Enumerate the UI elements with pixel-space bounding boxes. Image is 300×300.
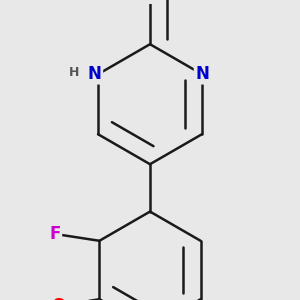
Text: H: H [69,66,80,79]
Text: N: N [195,65,209,83]
Text: O: O [51,296,65,300]
Text: F: F [50,226,61,244]
Text: N: N [88,65,102,83]
Text: O: O [143,0,157,3]
